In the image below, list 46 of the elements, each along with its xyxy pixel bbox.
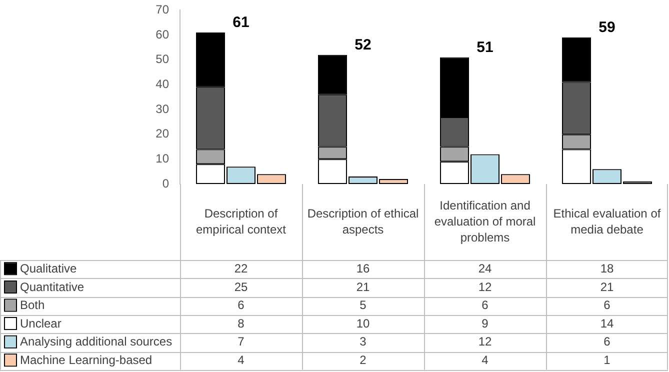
annotation: 51 [476,39,494,56]
y-tick-label: 70 [156,2,170,17]
data-label: 10 [356,316,370,330]
legend-label: Unclear [20,316,62,330]
data-label: 8 [238,316,245,330]
data-label: 12 [478,334,492,349]
data-label: 7 [238,334,245,349]
y-tick-label: 40 [156,77,170,91]
y-tick-label: 0 [162,176,170,190]
annotation: 52 [354,36,372,54]
data-label: 1 [604,352,611,367]
legend-label: Machine Learning-based [20,352,152,367]
y-tick-label: 50 [156,52,170,66]
data-label: 9 [482,316,489,330]
data-label: 4 [238,352,245,367]
data-label: 3 [360,334,367,349]
y-tick-label: 10 [156,151,170,166]
data-label: 24 [478,261,492,276]
x-tick-label: Description of empirical context [196,206,287,236]
y-tick-label: 30 [156,102,170,116]
data-label: 4 [482,352,489,367]
legend-label: Both [20,298,45,312]
x-tick-label: Identification and evaluation of moral problems [434,198,536,244]
annotation: 59 [598,19,616,36]
data-label: 21 [600,280,614,294]
data-label: 5 [360,298,367,312]
legend-label: Quantitative [20,280,84,294]
legend-label: Qualitative [20,261,78,276]
data-label: 25 [234,280,248,294]
data-label: 22 [234,261,248,276]
annotation: 61 [232,14,250,32]
data-label: 12 [478,280,492,294]
legend-label: Analysing additional sources [20,334,172,349]
data-label: 21 [356,280,370,294]
data-label: 6 [604,298,611,312]
data-label: 18 [600,261,614,276]
data-label: 16 [356,261,370,276]
x-tick-label: Ethical evaluation of media debate [553,206,662,236]
data-label: 6 [238,298,245,312]
y-tick-label: 60 [156,27,170,42]
data-label: 6 [604,334,611,349]
y-tick-label: 20 [156,126,170,141]
data-label: 6 [482,298,489,312]
data-label: 2 [360,352,367,367]
data-label: 14 [600,316,614,330]
x-tick-label: Description of ethical aspects [307,206,419,236]
